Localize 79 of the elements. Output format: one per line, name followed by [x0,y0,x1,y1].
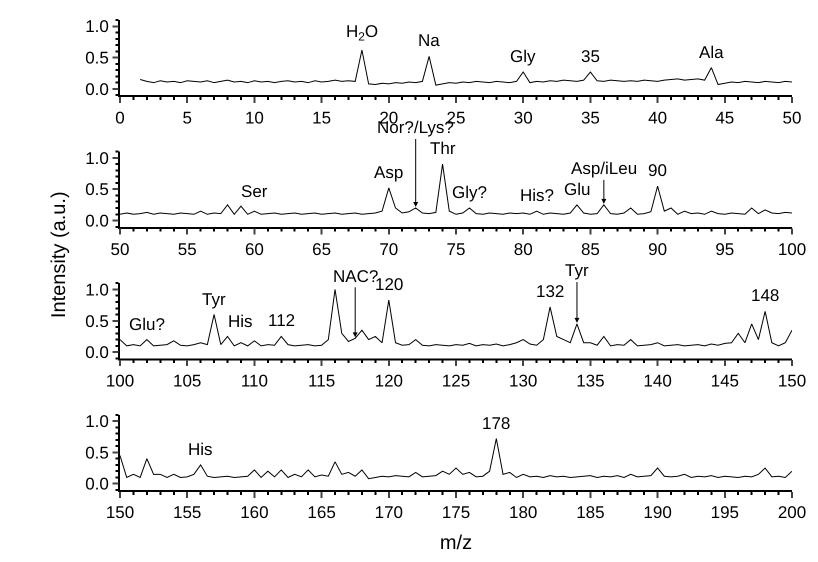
y-tick-label: 1.0 [85,280,109,300]
annotation: Asp/iLeu [571,159,638,178]
annotation: His? [520,186,554,205]
x-tick-label: 100 [778,240,806,259]
x-tick-label: 155 [173,503,202,522]
x-axis-title: m/z [440,532,472,554]
annotation: His [228,312,253,331]
x-tick-label: 175 [442,503,470,522]
y-tick-label: 0.5 [85,48,109,68]
x-tick-label: 120 [374,372,403,391]
x-tick-label: 15 [312,108,332,128]
x-tick-label: 180 [509,503,538,522]
x-tick-label: 170 [374,503,403,522]
y-axis-title: Intensity (a.u.) [48,191,70,318]
x-tick-label: 150 [778,372,806,391]
x-tick-label: 45 [715,108,734,128]
annotation: 178 [482,414,510,433]
annotation: His [188,440,213,459]
y-tick-label: 0.0 [85,80,109,99]
y-tick-label: 0.5 [85,312,109,331]
annotation: 148 [751,286,780,305]
annotation: 132 [536,282,564,301]
x-tick-label: 160 [240,503,269,522]
x-tick-label: 40 [648,108,668,128]
x-tick-label: 55 [178,240,197,259]
x-tick-label: 150 [106,503,134,522]
x-tick-label: 185 [576,503,605,522]
x-tick-label: 0 [115,108,125,128]
annotation: Glu? [129,315,165,334]
annotation: Ser [241,182,268,201]
annotation: Gly? [452,183,487,202]
x-tick-label: 85 [580,240,600,259]
x-tick-label: 30 [514,108,533,128]
annotation: Ala [699,43,724,62]
x-tick-label: 110 [240,372,268,391]
annotation: Thr [430,139,456,158]
x-tick-label: 70 [379,240,398,259]
annotation: Tyr [202,290,226,309]
x-tick-label: 140 [643,372,672,391]
x-tick-label: 50 [110,240,130,259]
x-tick-label: 195 [710,503,739,522]
x-tick-label: 60 [244,240,264,259]
x-tick-label: 125 [442,372,470,391]
x-tick-label: 165 [307,503,336,522]
x-tick-label: 80 [514,240,533,259]
x-tick-label: 105 [173,372,202,391]
x-tick-label: 5 [182,108,192,128]
y-tick-label: 0.5 [85,180,109,200]
y-tick-label: 0.0 [85,343,109,362]
x-tick-label: 90 [648,240,668,259]
annotation: H$_{2}$O [346,22,378,44]
x-tick-label: 145 [710,372,739,391]
x-tick-label: 100 [106,372,134,391]
y-tick-label: 0.5 [85,443,109,462]
annotation: 112 [268,311,296,330]
y-tick-label: 0.0 [85,211,109,230]
x-tick-label: 95 [715,240,734,259]
annotation: Na [418,31,440,50]
annotation: Tyr [565,261,589,280]
x-tick-label: 75 [446,240,466,259]
x-tick-label: 135 [576,372,605,391]
x-tick-label: 130 [509,372,538,391]
annotation: 35 [581,47,600,66]
x-tick-label: 190 [643,503,672,522]
annotation: NAC? [333,267,378,286]
y-tick-label: 1.0 [85,17,109,36]
y-tick-label: 1.0 [85,148,109,168]
y-tick-label: 1.0 [85,412,109,432]
x-tick-label: 35 [580,108,600,128]
x-tick-label: 10 [244,108,264,128]
x-tick-label: 115 [308,372,336,391]
annotation: Glu [564,180,590,199]
y-tick-label: 0.0 [85,474,109,494]
annotation: Gly [510,47,536,66]
x-tick-label: 200 [778,503,806,522]
x-tick-label: 65 [312,240,332,259]
annotation: Asp [374,163,404,182]
x-tick-label: 50 [782,108,802,128]
annotation: 90 [648,161,667,180]
